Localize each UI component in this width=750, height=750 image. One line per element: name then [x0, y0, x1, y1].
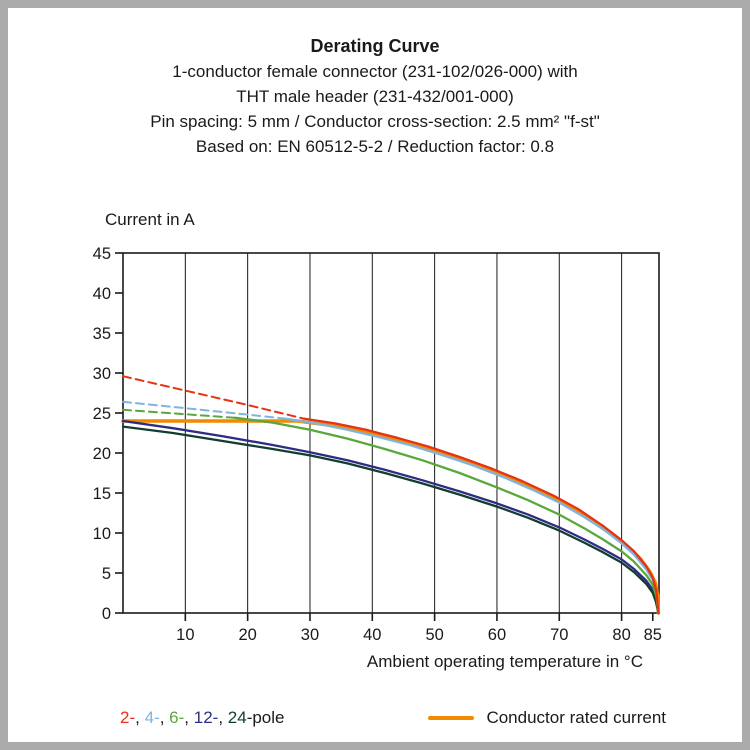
y-tick-label-5: 5 [102, 565, 111, 583]
curve-2-pole [302, 417, 660, 615]
x-axis-title: Ambient operating temperature in °C [366, 652, 643, 671]
chart-legend: 2-, 4-, 6-, 12-, 24-pole Conductor rated… [120, 708, 666, 728]
curve-2-pole-dashed [122, 375, 305, 420]
curve-6-pole-dashed [122, 408, 237, 419]
legend-token: , [159, 708, 170, 727]
y-tick-label-25: 25 [93, 405, 111, 423]
x-tick-label-20: 20 [238, 626, 256, 643]
legend-token: 2- [120, 708, 136, 727]
legend-token: 12- [193, 708, 219, 727]
rated-current-line-sample [428, 716, 475, 720]
curve-12-pole [121, 419, 660, 615]
x-tick-label-70: 70 [550, 626, 568, 643]
curve-6-pole [234, 416, 660, 615]
x-tick-label-40: 40 [363, 626, 381, 643]
legend-token: 4- [144, 708, 160, 727]
legend-token: -pole [246, 708, 285, 727]
x-tick-label-30: 30 [301, 626, 319, 643]
chart-subtitle-line-4: Based on: EN 60512-5-2 / Reduction facto… [195, 137, 555, 156]
rated-current-label: Conductor rated current [486, 708, 666, 727]
rated-current-legend: Conductor rated current [428, 708, 666, 728]
pole-legend: 2-, 4-, 6-, 12-, 24-pole [120, 708, 285, 728]
y-tick-label-40: 40 [93, 285, 111, 303]
chart-subtitle-line-2: THT male header (231-432/001-000) [236, 87, 514, 106]
chart-header: Derating Curve 1-conductor female connec… [28, 34, 722, 159]
chart-title: Derating Curve [310, 36, 440, 56]
y-tick-label-10: 10 [93, 525, 111, 543]
derating-chart: 0 5 10 15 20 25 30 35 40 45 10 20 30 40 50 60 70 80 85 [93, 245, 662, 643]
y-tick-label-0: 0 [102, 605, 111, 623]
x-tick-label-80: 80 [612, 626, 630, 643]
legend-token: 24 [227, 708, 247, 727]
x-tick-label-85: 85 [644, 626, 662, 643]
curve-4-pole [283, 417, 660, 615]
x-tick-label-10: 10 [176, 626, 194, 643]
legend-token: , [135, 708, 145, 727]
x-tick-label-50: 50 [425, 626, 443, 643]
y-tick-label-45: 45 [93, 245, 111, 263]
y-tick-label-30: 30 [93, 365, 111, 383]
chart-subtitle-line-1: 1-conductor female connector (231-102/02… [172, 62, 578, 81]
plot-frame [122, 252, 660, 614]
curve-24-pole [121, 425, 660, 615]
legend-token: 6- [169, 708, 185, 727]
chart-subtitle-line-3: Pin spacing: 5 mm / Conductor cross-sect… [150, 112, 600, 131]
y-axis-title: Current in A [105, 210, 195, 229]
x-tick-label-60: 60 [488, 626, 506, 643]
curve-4-pole-dashed [122, 400, 286, 420]
y-tick-label-35: 35 [93, 325, 111, 343]
legend-token: , [184, 708, 194, 727]
y-tick-label-15: 15 [93, 485, 111, 503]
y-tick-label-20: 20 [93, 445, 111, 463]
legend-token: , [218, 708, 228, 727]
